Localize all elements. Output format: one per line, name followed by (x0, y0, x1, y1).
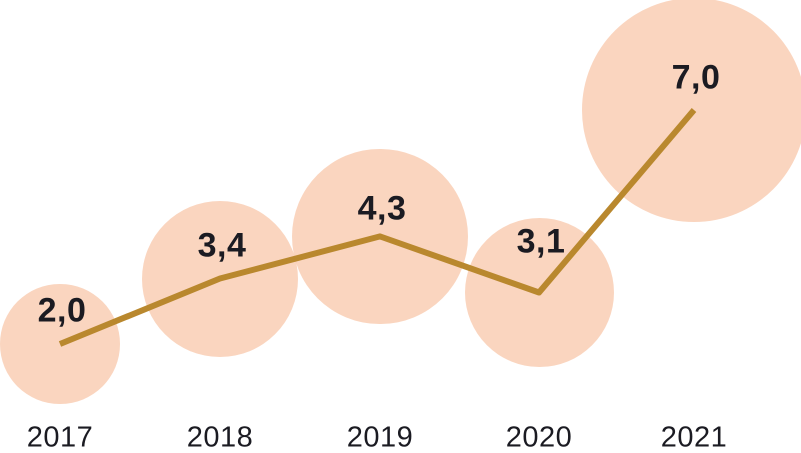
x-tick-2021: 2021 (660, 421, 728, 453)
value-label-2021: 7,0 (671, 58, 721, 97)
value-label-2019: 4,3 (357, 189, 407, 228)
x-tick-2019: 2019 (346, 421, 414, 453)
value-label-2018: 3,4 (197, 226, 247, 265)
x-tick-2020: 2020 (505, 421, 573, 453)
value-label-2020: 3,1 (516, 222, 566, 261)
x-tick-2017: 2017 (26, 421, 94, 453)
x-tick-2018: 2018 (186, 421, 254, 453)
value-label-2017: 2,0 (37, 291, 87, 330)
